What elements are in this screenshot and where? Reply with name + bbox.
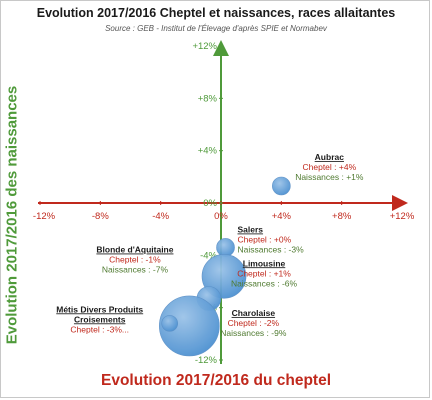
x-tick-label: -4% xyxy=(152,211,169,222)
x-tick-label: 0% xyxy=(214,211,228,222)
bubble-naissances-label: Naissances : -6% xyxy=(231,278,298,288)
bubble-cheptel-label: Cheptel : +1% xyxy=(237,268,291,278)
x-tick-label: -12% xyxy=(33,211,56,222)
y-tick-label: +4% xyxy=(198,146,218,157)
x-axis-label: Evolution 2017/2016 du cheptel xyxy=(101,372,331,389)
bubble-name-label: Croisements xyxy=(74,314,126,324)
bubble-cheptel-label: Cheptel : +4% xyxy=(303,162,357,172)
bubble-naissances-label: Naissances : -3% xyxy=(238,244,305,254)
y-tick-label: 0% xyxy=(203,198,217,209)
bubble-name-label: Charolaise xyxy=(232,308,276,318)
x-tick-label: +4% xyxy=(272,211,292,222)
bubble-point xyxy=(216,238,235,257)
chart-subtitle: Source : GEB - Institut de l'Élevage d'a… xyxy=(105,24,327,33)
x-tick-label: -8% xyxy=(92,211,109,222)
chart-title: Evolution 2017/2016 Cheptel et naissance… xyxy=(36,6,396,20)
bubble-name-label: Aubrac xyxy=(315,152,345,162)
bubble-cheptel-label: Cheptel : -1% xyxy=(109,255,161,265)
y-tick-label: +8% xyxy=(198,93,218,104)
bubble-point xyxy=(272,176,291,196)
bubble-point xyxy=(161,315,179,332)
y-tick-label: -12% xyxy=(195,355,218,366)
bubble-name-label: Métis Divers Produits xyxy=(56,304,143,314)
y-tick-label: +12% xyxy=(192,41,217,52)
bubble-cheptel-label: Cheptel : -2% xyxy=(228,318,280,328)
bubble-naissances-label: Naissances : -9% xyxy=(220,328,287,338)
bubble-name-label: Salers xyxy=(238,224,264,234)
bubble-point xyxy=(159,295,220,357)
bubble-cheptel-label: Cheptel : -3%... xyxy=(70,324,129,334)
bubble-name-label: Blonde d'Aquitaine xyxy=(96,245,173,255)
bubble-name-label: Limousine xyxy=(243,258,286,268)
bubble-cheptel-label: Cheptel : +0% xyxy=(238,234,292,244)
x-tick-label: +8% xyxy=(332,211,352,222)
x-tick-label: +12% xyxy=(390,211,415,222)
bubble-naissances-label: Naissances : +1% xyxy=(295,172,364,182)
y-tick-label: -4% xyxy=(200,250,217,261)
bubble-naissances-label: Naissances : -7% xyxy=(102,265,169,275)
